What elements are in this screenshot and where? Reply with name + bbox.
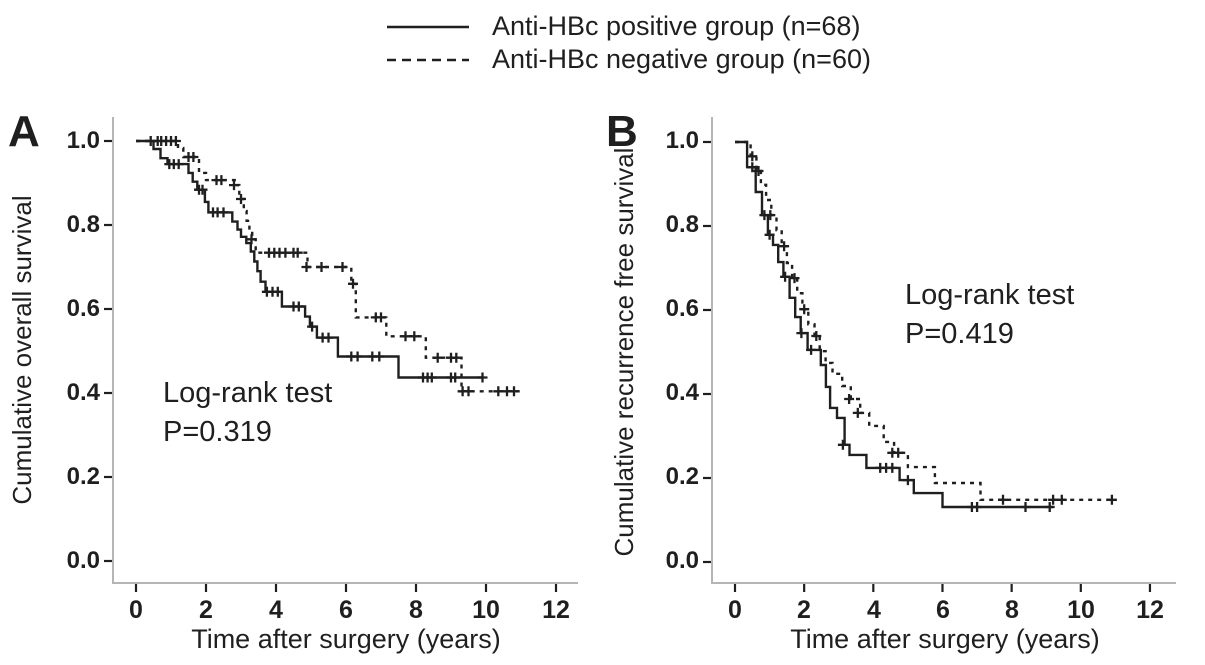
panel-b-ytick: 0.6 <box>665 295 699 322</box>
panel-b-ytick: 1.0 <box>665 127 699 154</box>
panel-a-xtick: 2 <box>199 596 213 624</box>
panel-letter-a: A <box>8 107 40 156</box>
panel-a-ytick: 0.6 <box>66 295 100 322</box>
panel-b-xtick: 12 <box>1136 596 1164 624</box>
legend-label-negative: Anti-HBc negative group (n=60) <box>492 44 871 74</box>
panel-a-xtick: 0 <box>129 596 143 624</box>
panel-a-x-axis-label: Time after surgery (years) <box>191 624 501 654</box>
panel-a-xtick: 8 <box>409 596 423 624</box>
panel-b-xtick: 4 <box>867 596 881 624</box>
panel-b-xtick: 8 <box>1005 596 1019 624</box>
panel-a-ytick: 0.4 <box>66 379 100 406</box>
panel-a-logrank-text: Log-rank test <box>163 377 333 409</box>
panel-a-xtick: 12 <box>542 596 570 624</box>
panel-b-ytick: 0.8 <box>665 211 699 238</box>
panel-a-ytick: 1.0 <box>66 127 100 154</box>
panel-a-xtick: 10 <box>472 596 500 624</box>
panel-b-pvalue: P=0.419 <box>905 318 1014 350</box>
solid-line-sample-icon <box>387 25 469 29</box>
panel-b-ytick: 0.4 <box>665 379 699 406</box>
panel-a-y-axis-label: Cumulative overall survival <box>7 195 37 505</box>
panel-a-pvalue: P=0.319 <box>163 416 272 448</box>
panel-b-ytick: 0.2 <box>665 463 699 490</box>
legend-item-negative: Anti-HBc negative group (n=60) <box>386 43 871 76</box>
panel-b-annotation: Log-rank test P=0.419 <box>905 276 1074 354</box>
panel-a-annotation: Log-rank test P=0.319 <box>163 374 332 452</box>
panel-letter-b: B <box>606 107 638 156</box>
panel-b-logrank-text: Log-rank test <box>905 279 1075 311</box>
legend: Anti-HBc positive group (n=68) Anti-HBc … <box>386 10 871 76</box>
panel-a-xtick: 6 <box>339 596 353 624</box>
panel-b-y-axis-label: Cumulative recurrence free survival <box>609 147 639 557</box>
panel-b-xtick: 0 <box>728 596 742 624</box>
panel-a-ytick: 0.0 <box>66 547 100 574</box>
panel-b-x-axis-label: Time after surgery (years) <box>790 624 1100 654</box>
legend-item-positive: Anti-HBc positive group (n=68) <box>386 10 871 43</box>
panel-b-xtick: 6 <box>936 596 950 624</box>
panel-b-xtick: 2 <box>797 596 811 624</box>
panel-a-ytick: 0.8 <box>66 211 100 238</box>
panel-a-xtick: 4 <box>269 596 283 624</box>
panel-b-xtick: 10 <box>1067 596 1095 624</box>
legend-label-positive: Anti-HBc positive group (n=68) <box>492 11 861 41</box>
panel-a-ytick: 0.2 <box>66 463 100 490</box>
dashed-line-sample-icon <box>387 58 469 62</box>
panel-b-ytick: 0.0 <box>665 547 699 574</box>
